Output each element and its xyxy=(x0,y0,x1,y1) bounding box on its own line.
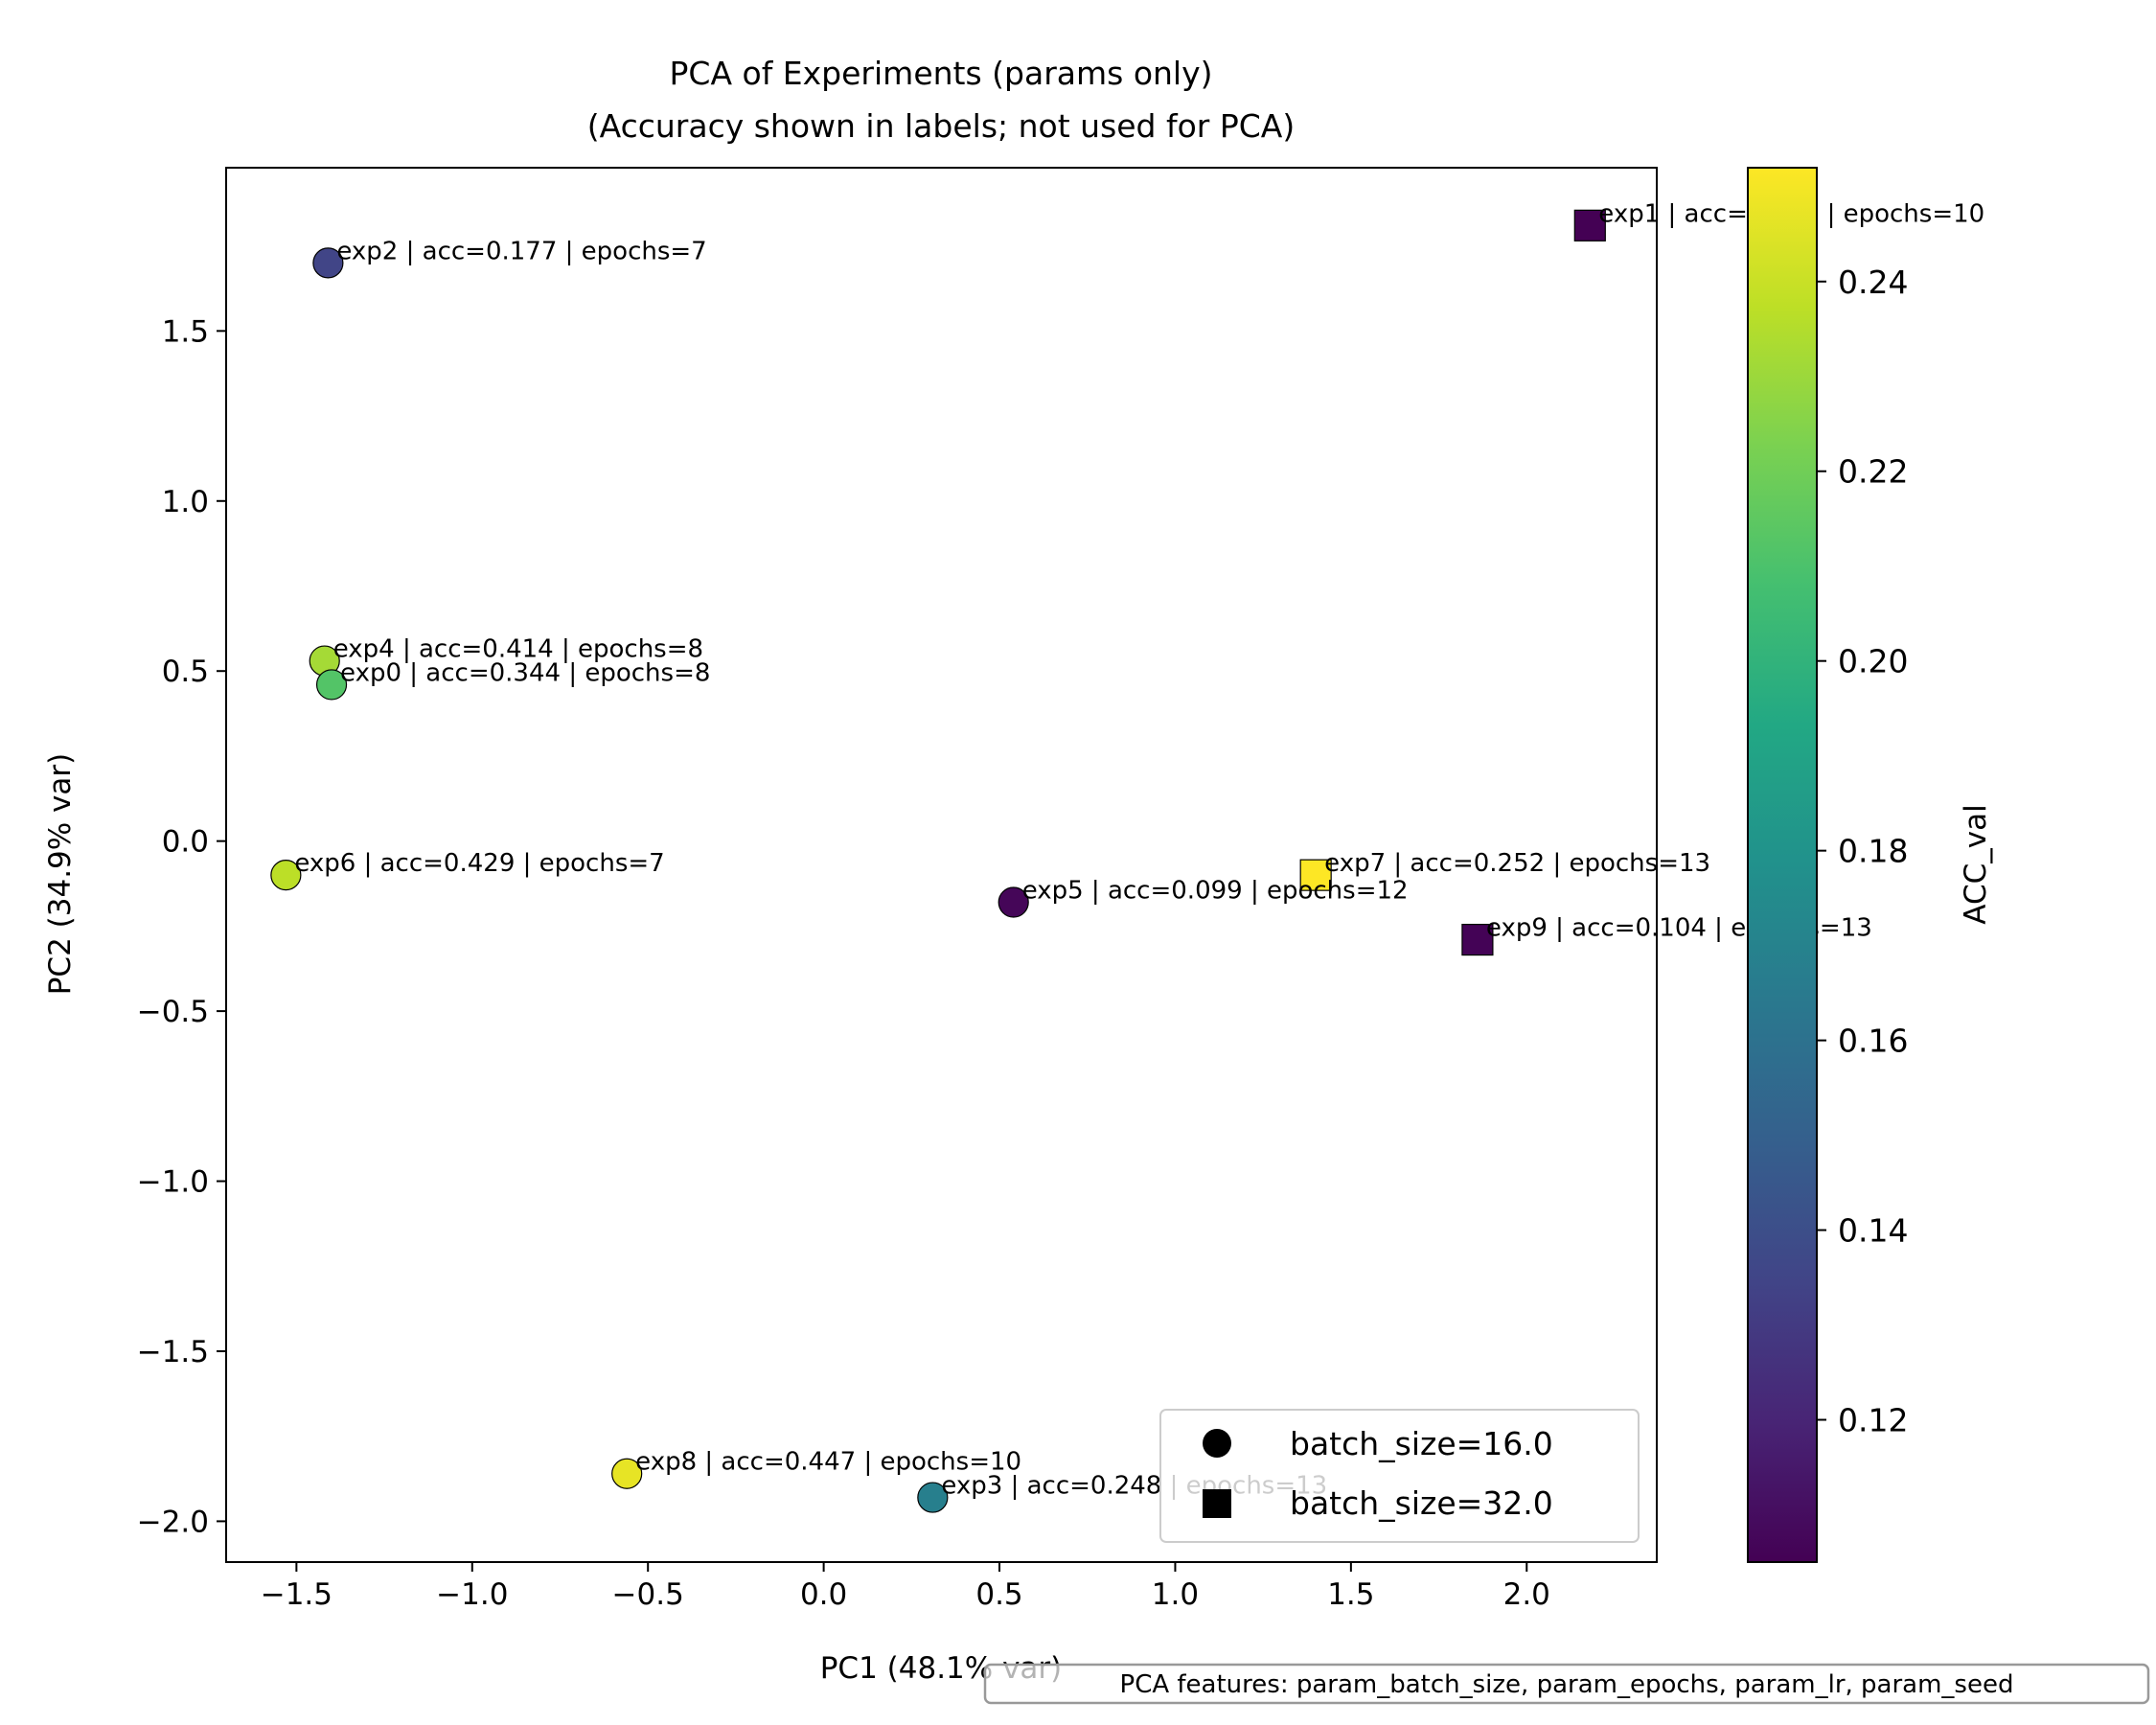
data-point-circle xyxy=(611,1458,643,1489)
plot-area-frame xyxy=(225,167,1658,1563)
data-point-circle xyxy=(312,247,344,279)
legend-label-batch-16: batch_size=16.0 xyxy=(1290,1425,1553,1462)
data-point-square xyxy=(1461,923,1494,956)
x-tick-label: −0.5 xyxy=(612,1577,684,1612)
x-tick-label: 0.5 xyxy=(975,1577,1022,1612)
data-point-circle xyxy=(998,886,1029,918)
colorbar-tick-label: 0.20 xyxy=(1838,643,1908,680)
y-tick-label: 1.5 xyxy=(162,314,209,349)
y-axis-label: PC2 (34.9% var) xyxy=(43,753,78,996)
chart-title-line1: PCA of Experiments (params only) xyxy=(670,55,1213,92)
legend-label-batch-32: batch_size=32.0 xyxy=(1290,1484,1553,1522)
x-tick-label: 1.5 xyxy=(1327,1577,1374,1612)
colorbar-tick-label: 0.22 xyxy=(1838,453,1908,491)
x-tick-label: 1.0 xyxy=(1152,1577,1199,1612)
point-label: exp7 | acc=0.252 | epochs=13 xyxy=(1324,849,1710,878)
footnote-text: PCA features: param_batch_size, param_ep… xyxy=(1120,1670,2014,1699)
y-tick-label: −1.0 xyxy=(137,1165,209,1200)
colorbar-ticks: 0.12 0.14 0.16 0.18 0.20 0.22 0.24 xyxy=(1817,264,1908,1439)
footnote-box xyxy=(983,1663,2150,1705)
colorbar-frame xyxy=(1747,167,1818,1563)
footnote: PCA features: param_batch_size, param_ep… xyxy=(983,1663,2150,1705)
data-points xyxy=(270,209,1606,1513)
y-tick-label: −0.5 xyxy=(137,995,209,1029)
legend: batch_size=16.0 batch_size=32.0 xyxy=(1159,1409,1640,1543)
point-label: exp0 | acc=0.344 | epochs=8 xyxy=(340,658,710,687)
data-point-circle xyxy=(270,860,302,891)
data-point-circle xyxy=(917,1482,949,1513)
point-label: exp6 | acc=0.429 | epochs=7 xyxy=(294,849,664,878)
legend-box xyxy=(1159,1409,1640,1543)
y-tick-label: −2.0 xyxy=(137,1505,209,1539)
y-tick-label: 0.0 xyxy=(162,825,209,860)
colorbar-tick-label: 0.24 xyxy=(1838,264,1908,301)
y-tick-label: −1.5 xyxy=(137,1335,209,1369)
colorbar-gradient xyxy=(1748,168,1817,1562)
y-tick-label: 1.0 xyxy=(162,485,209,519)
x-tick-label: 0.0 xyxy=(800,1577,847,1612)
x-tick-label: 2.0 xyxy=(1503,1577,1550,1612)
legend-square-marker xyxy=(1203,1489,1231,1518)
point-label: exp2 | acc=0.177 | epochs=7 xyxy=(336,237,706,265)
colorbar-tick-label: 0.18 xyxy=(1838,833,1908,870)
point-label: exp8 | acc=0.447 | epochs=10 xyxy=(635,1448,1021,1477)
colorbar-tick-label: 0.12 xyxy=(1838,1402,1908,1439)
colorbar-tick-label: 0.16 xyxy=(1838,1023,1908,1060)
y-axis-ticks: 1.5 1.0 0.5 0.0 −0.5 −1.0 −1.5 −2.0 xyxy=(137,314,226,1539)
colorbar: 0.12 0.14 0.16 0.18 0.20 0.22 0.24 ACC_val xyxy=(1747,167,1993,1563)
x-tick-label: −1.0 xyxy=(436,1577,508,1612)
x-axis-ticks: −1.5 −1.0 −0.5 0.0 0.5 1.0 1.5 2.0 xyxy=(261,1562,1550,1612)
legend-circle-marker xyxy=(1203,1429,1231,1458)
colorbar-label: ACC_val xyxy=(1959,804,1993,924)
chart-title-line2: (Accuracy shown in labels; not used for … xyxy=(587,107,1296,145)
colorbar-tick-label: 0.14 xyxy=(1838,1212,1908,1250)
point-label: exp4 | acc=0.414 | epochs=8 xyxy=(333,635,703,664)
point-label: exp5 | acc=0.099 | epochs=12 xyxy=(1022,877,1409,906)
data-point-circle xyxy=(315,669,348,701)
y-tick-label: 0.5 xyxy=(162,655,209,689)
data-point-square xyxy=(1299,859,1332,891)
data-point-square xyxy=(1573,209,1606,242)
x-tick-label: −1.5 xyxy=(261,1577,333,1612)
